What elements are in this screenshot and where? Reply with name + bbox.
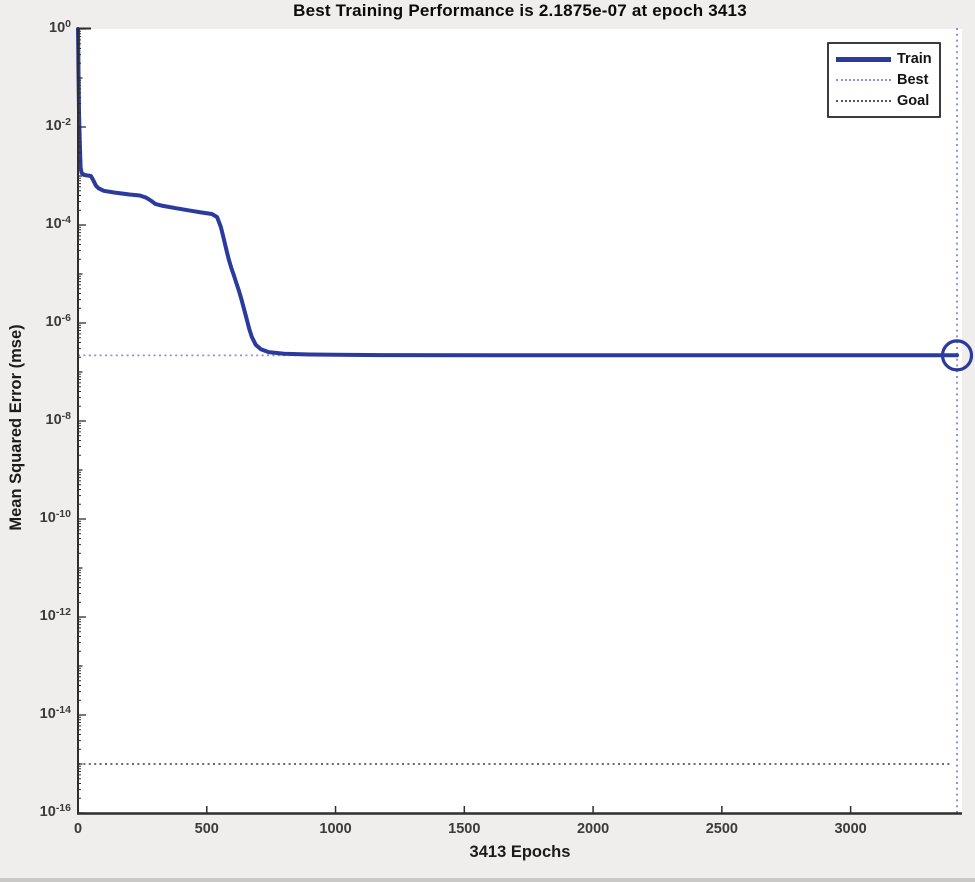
legend-item-best: Best — [836, 70, 933, 91]
y-tick-label: 10-6 — [45, 312, 71, 330]
y-tick-label: 10-16 — [39, 802, 71, 820]
y-tick-label: 10-4 — [45, 214, 71, 232]
legend-item-goal: Goal — [836, 90, 933, 111]
x-tick-label: 0 — [73, 821, 83, 837]
y-axis-label: Mean Squared Error (mse) — [7, 324, 25, 531]
legend-label-best: Best — [897, 72, 929, 88]
x-tick-label: 3000 — [834, 821, 867, 837]
y-tick-label: 10-2 — [45, 116, 71, 134]
legend-label-goal: Goal — [897, 92, 930, 109]
train-line-sample — [836, 56, 891, 62]
y-tick-label: 10-12 — [39, 606, 71, 624]
x-tick-label: 2500 — [705, 821, 738, 837]
legend-label-train: Train — [897, 51, 932, 68]
x-tick-label: 2000 — [576, 821, 610, 837]
best-line-sample — [836, 79, 891, 81]
x-axis-label: 3413 Epochs — [469, 843, 571, 861]
y-tick-label: 10-14 — [39, 704, 71, 722]
goal-line-sample — [836, 99, 891, 102]
x-tick-label: 500 — [194, 821, 219, 837]
x-tick-label: 1500 — [448, 821, 481, 837]
legend: Train Best Goal — [827, 42, 941, 118]
train-line — [76, 27, 959, 358]
y-tick-label: 10-10 — [39, 508, 71, 526]
figure-bottom-edge — [0, 878, 975, 882]
y-tick-label: 100 — [49, 18, 71, 36]
legend-item-train: Train — [836, 49, 933, 70]
plot-title: Best Training Performance is 2.1875e-07 … — [293, 1, 747, 20]
y-tick-label: 10-8 — [45, 410, 71, 428]
x-tick-label: 1000 — [319, 821, 352, 837]
best-point-marker — [940, 339, 974, 372]
plot-area — [78, 29, 962, 813]
